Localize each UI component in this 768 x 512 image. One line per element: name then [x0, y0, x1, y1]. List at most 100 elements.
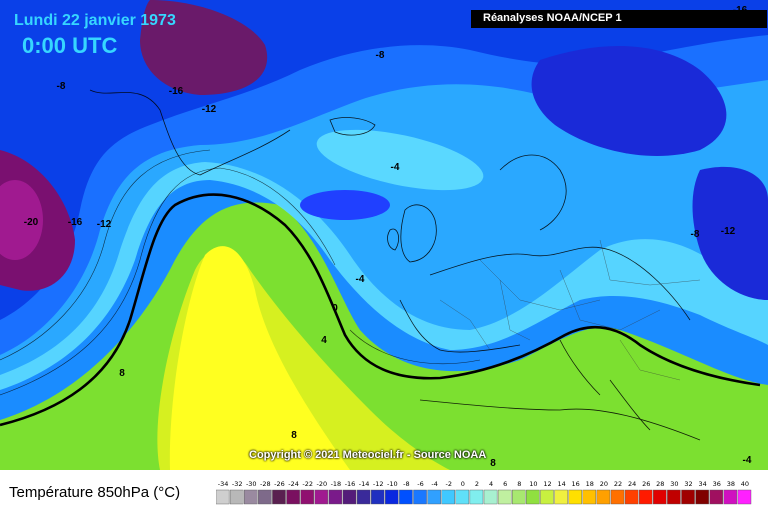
legend-tick-label: -16: [345, 480, 356, 488]
legend-swatch: [286, 489, 300, 505]
legend-swatch: [342, 489, 357, 505]
legend-tick-label: 20: [600, 480, 608, 488]
legend-tick-label: -30: [246, 480, 257, 488]
legend-tick-label: -22: [302, 480, 313, 488]
contour-label: 8: [291, 430, 297, 441]
isotherm-contours: [0, 149, 481, 396]
legend-tick-label: -18: [331, 480, 342, 488]
legend-swatch: [244, 489, 258, 505]
legend-tick-label: 36: [713, 480, 721, 488]
copyright-label: Copyright © 2021 Meteociel.fr - Source N…: [249, 449, 487, 461]
legend-swatch: [370, 489, 385, 505]
legend-swatch: [554, 489, 568, 505]
legend-swatch: [695, 489, 709, 505]
legend-swatch: [624, 489, 639, 505]
legend-swatch: [709, 489, 723, 505]
color-scale: -34 -32 -30 -28 -26 -24 -22 -20 -18 -16 -14 -12 -10-…: [216, 480, 752, 505]
legend-tick-label: 26: [642, 480, 650, 488]
legend-swatch: [272, 489, 286, 505]
legend-tick-label: 0: [461, 480, 465, 488]
legend-tick-label: -8: [403, 480, 409, 488]
legend-swatch: [737, 489, 752, 505]
contour-label: 0: [332, 303, 338, 314]
legend-tick-label: -6: [417, 480, 423, 488]
cold-core-west-inner: [0, 180, 43, 260]
contour-label: -4: [743, 455, 752, 466]
legend-swatch: [582, 489, 597, 505]
legend-swatch: [667, 489, 681, 505]
legend-tick-label: 28: [656, 480, 664, 488]
legend-swatch: [723, 489, 738, 505]
legend-swatch: [399, 489, 413, 505]
legend-tick-label: 14: [557, 480, 565, 488]
legend-tick-label: -2: [445, 480, 451, 488]
legend-swatch: [653, 489, 667, 505]
legend-tick-label: -26: [274, 480, 285, 488]
legend-tick-label: -14: [359, 480, 370, 488]
contour-label: -12: [97, 219, 112, 230]
contour-label: -12: [721, 226, 736, 237]
legend-swatch: [681, 489, 695, 505]
legend-tick-label: 6: [503, 480, 507, 488]
cold-patch-atlantic: [300, 190, 390, 220]
legend-swatch: [526, 489, 540, 505]
legend-swatch: [469, 489, 484, 505]
legend-swatch: [258, 489, 272, 505]
legend-swatch: [314, 489, 329, 505]
date-label: Lundi 22 janvier 1973: [14, 12, 176, 29]
legend-swatch: [540, 489, 554, 505]
legend-swatch: [441, 489, 455, 505]
legend-swatch: [483, 489, 498, 505]
country-borders: [439, 239, 701, 381]
legend-swatch: [596, 489, 611, 505]
cold-core-greenland: [140, 0, 268, 95]
legend-tick-label: 12: [543, 480, 551, 488]
legend-tick-label: 24: [628, 480, 636, 488]
legend-swatch: [610, 489, 625, 505]
legend-tick-label: -4: [431, 480, 437, 488]
contour-label: 4: [321, 335, 327, 346]
legend-tick-label: -12: [373, 480, 384, 488]
legend-swatch: [497, 489, 512, 505]
contour-label: -8: [57, 81, 66, 92]
legend-swatch: [638, 489, 653, 505]
contour-label: 8: [490, 458, 496, 469]
legend-tick-label: -28: [260, 480, 271, 488]
legend-title: Température 850hPa (°C): [9, 484, 181, 501]
legend-tick-label: 22: [614, 480, 622, 488]
legend-tick-label: 32: [684, 480, 692, 488]
cold-core-east: [692, 166, 768, 300]
legend-tick-label: -34: [218, 480, 229, 488]
freezing-isotherm-line: [0, 193, 761, 427]
legend-tick-label: 8: [517, 480, 521, 488]
coastlines: [89, 89, 701, 441]
legend-swatch: [427, 489, 441, 505]
legend-tick-label: 18: [586, 480, 594, 488]
legend-tick-label: 40: [741, 480, 749, 488]
warm-zone-yellow: [169, 246, 350, 470]
legend-swatch: [512, 489, 526, 505]
legend-tick-label: 10: [529, 480, 537, 488]
legend-tick-label: -20: [316, 480, 327, 488]
legend-tick-label: 16: [572, 480, 580, 488]
legend-tick-label: 34: [698, 480, 706, 488]
legend-tick-label: -32: [232, 480, 243, 488]
contour-label: -8: [691, 229, 700, 240]
legend-swatch: [229, 489, 244, 505]
contour-label: -4: [356, 274, 365, 285]
source-label: Réanalyses NOAA/NCEP 1: [483, 12, 622, 24]
contour-label: -16: [169, 86, 184, 97]
legend-swatch: [300, 489, 314, 505]
legend-swatch: [568, 489, 582, 505]
contour-label: -4: [391, 162, 400, 173]
cold-core-scandinavia: [531, 46, 727, 156]
legend-tick-label: -10: [387, 480, 398, 488]
legend-tick-label: -24: [288, 480, 299, 488]
contour-label: -12: [202, 104, 217, 115]
legend-swatch: [356, 489, 371, 505]
legend-tick-label: 30: [670, 480, 678, 488]
legend-swatch: [216, 489, 230, 505]
contour-label: 8: [119, 368, 125, 379]
legend-tick-label: 4: [489, 480, 493, 488]
legend-swatch: [455, 489, 470, 505]
